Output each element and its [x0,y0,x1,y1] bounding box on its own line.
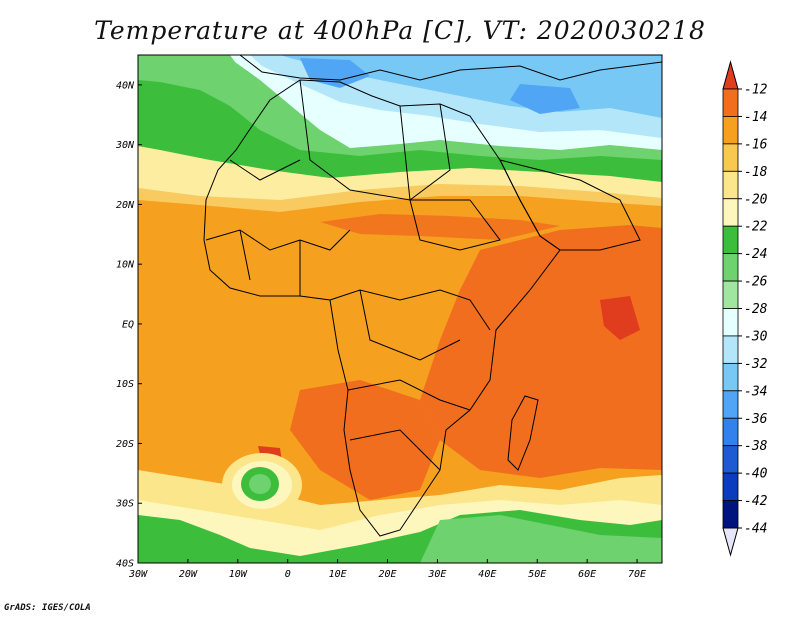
lat-tick-label: 20N [116,200,135,211]
colorbar-swatch [722,362,739,392]
colorbar-swatch [722,308,739,337]
colorbar-swatch [722,225,739,255]
lat-tick-label: 30N [115,140,135,151]
colorbar-level-label: -42 [744,494,768,509]
colorbar-level-label: -22 [744,220,768,235]
map-title: Temperature at 400hPa [C], VT: 202003021… [94,16,706,45]
field-red-orange-north [320,214,560,240]
colorbar-level-label: -30 [744,329,768,344]
colorbar-level-label: -20 [744,192,768,207]
field-light-green-south [420,515,662,563]
lon-tick-label: 40E [478,569,496,580]
field-red-core-east [600,296,640,340]
lon-tick-label: 20W [179,569,198,580]
lat-tick-label: EQ [122,319,134,330]
colorbar-swatch [722,417,739,447]
colorbar-level-label: -38 [744,439,768,454]
field-red-orange-southwest [290,380,440,500]
colorbar-level-label: -36 [744,412,768,427]
grads-credit: GrADS: IGES/COLA [4,603,91,613]
colorbar-level-label: -12 [744,83,768,98]
lon-tick-label: 0 [285,569,291,580]
colorbar-swatch [722,445,739,474]
borders-west-africa [205,229,351,296]
lon-tick-label: 60E [578,569,596,580]
colorbar-top-arrow [722,60,739,90]
field-red-orange-east [420,225,662,478]
colorbar-swatch [722,280,739,309]
borders-central-africa [329,289,491,471]
lon-tick-label: 10E [329,569,347,580]
colorbar-level-label: -32 [744,357,768,372]
colorbar-swatch [722,500,739,529]
colorbar-swatch [722,335,739,364]
colorbar-level-label: -34 [744,384,767,399]
lat-tick-label: 40N [116,80,135,91]
lon-tick-label: 50E [528,569,546,580]
colorbar-level-label: -18 [744,165,768,180]
lat-tick-label: 30S [115,499,134,510]
colorbar-level-label: -44 [744,522,767,537]
colorbar-swatch [722,253,739,282]
field-deep-blue-north [300,58,580,114]
lat-tick-label: 40S [116,559,134,570]
lon-tick-label: 10W [229,569,248,580]
lat-tick-label: 10N [116,260,135,271]
temperature-field [138,55,662,563]
colorbar-level-label: -28 [744,302,768,317]
colorbar: -12 -14 -16 -18 -20 -22 -24 -26 -28 -30 -32 -34 -36 -… [722,60,768,557]
colorbar-level-label: -40 [744,467,768,482]
field-cold-eddy-light-green [249,474,271,494]
colorbar-level-label: -16 [744,137,768,152]
lon-tick-label: 70E [628,569,646,580]
colorbar-swatch [722,472,739,501]
map-frame [137,54,663,564]
lon-tick-label: 30E [427,569,446,580]
africa-coastline [203,79,561,537]
colorbar-swatch [722,116,739,145]
colorbar-swatch [722,170,739,200]
colorbar-bottom-arrow [722,527,739,557]
europe-coastline [239,55,662,81]
colorbar-swatch [722,390,739,419]
lat-tick-label: 10S [116,379,134,390]
colorbar-swatch [722,143,739,172]
colorbar-level-label: -14 [744,110,767,125]
borders-north-africa [229,79,501,251]
colorbar-swatch [722,198,739,227]
lat-tick-label: 20S [116,439,134,450]
lon-tick-label: 20E [378,569,396,580]
colorbar-swatch [722,88,739,117]
colorbar-level-label: -24 [744,247,767,262]
colorbar-level-label: -26 [744,275,768,290]
coastlines [203,55,662,537]
lon-tick-label: 30W [128,569,148,580]
latitude-ticks: 40N 30N 20N 10N EQ 10S 20S 30S 40S [115,80,142,570]
madagascar-coastline [507,395,539,471]
arabia-coastline [499,159,641,251]
longitude-ticks: 30W 20W 10W 0 10E 20E 30E 40E 50E 60E 70E [128,559,646,580]
